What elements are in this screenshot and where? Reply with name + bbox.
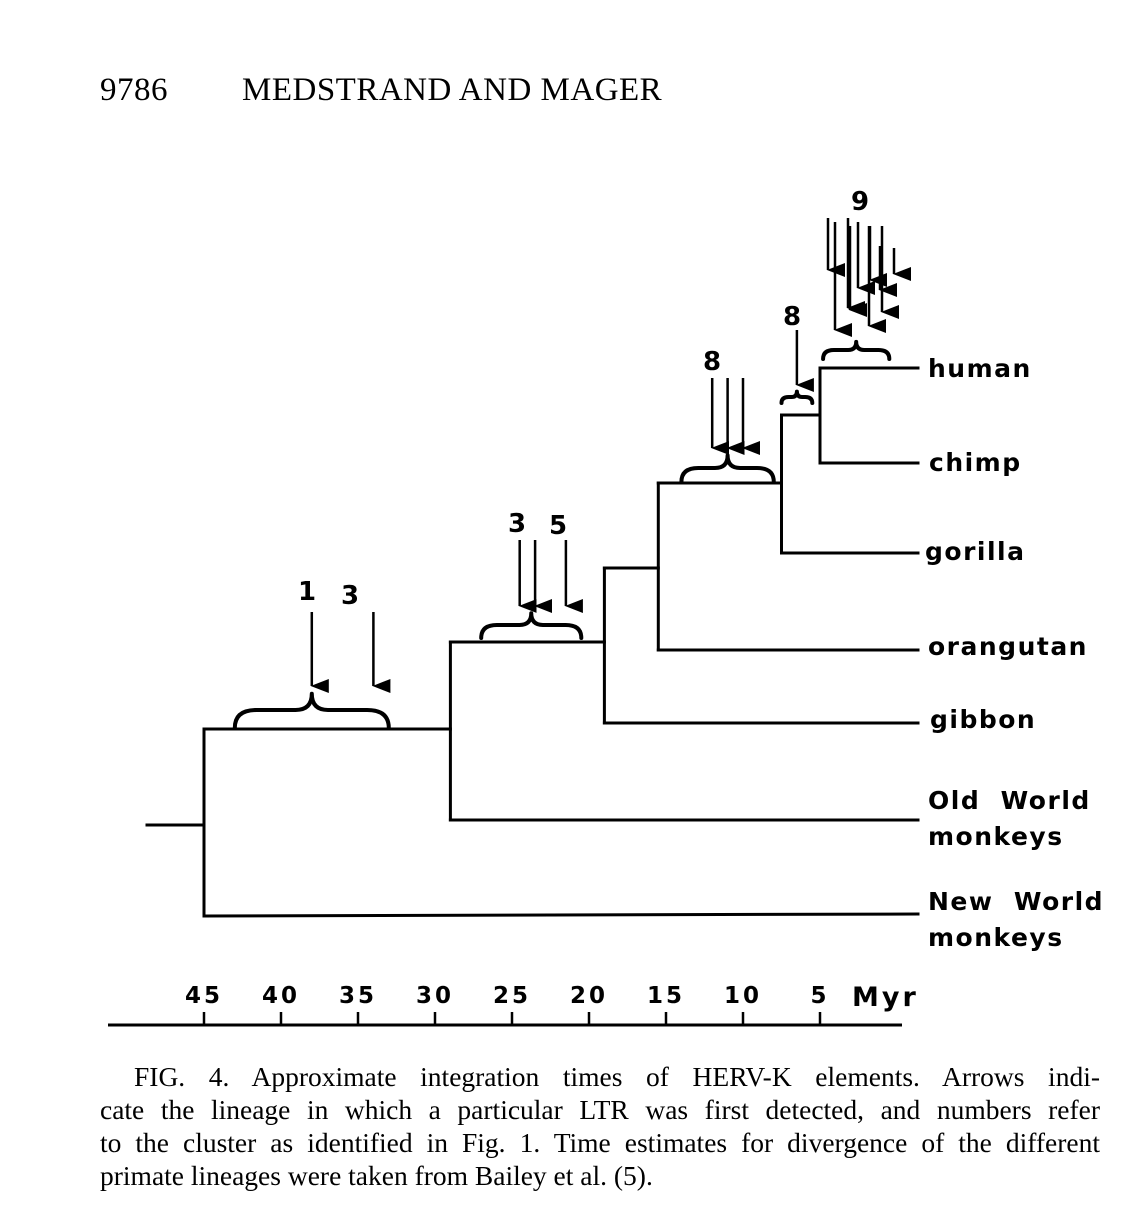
running-head-authors: MEDSTRAND AND MAGER	[242, 72, 663, 108]
cluster-number: 8	[783, 302, 801, 332]
lineage-label: orangutan	[928, 632, 1088, 661]
lineage-label: human	[928, 354, 1032, 383]
caption-line: cate the lineage in which a particular L…	[100, 1094, 1100, 1125]
integration-brace	[779, 389, 815, 405]
label-line: monkeys	[928, 923, 1064, 952]
page-number: 9786	[100, 72, 168, 108]
branch-new-world-monkeys	[202, 912, 920, 918]
cluster-number: 5	[549, 511, 567, 541]
lineage-label: chimp	[929, 448, 1022, 477]
integration-braces	[232, 339, 892, 730]
label-line: Old World	[928, 786, 1091, 815]
cluster-number: 1	[298, 577, 316, 607]
cluster-number: 8	[703, 347, 721, 377]
phylogenetic-tree-figure: human chimp gorilla orangutan gibbon Old Worl…	[108, 187, 1104, 1027]
axis-tick-label: 20	[570, 983, 608, 1009]
axis-unit-label: Myr	[852, 982, 919, 1013]
integration-arrows	[310, 218, 911, 693]
axis-tick-label: 45	[185, 983, 223, 1009]
time-axis: 45 40 35 30 25 20 15 10 5 Myr	[108, 982, 919, 1027]
caption-line: primate lineages were taken from Bailey …	[100, 1160, 653, 1191]
page-header: 9786 MEDSTRAND AND MAGER	[100, 72, 662, 109]
lineage-label: New World monkeys	[928, 887, 1104, 952]
tree-branches	[145, 366, 920, 918]
lineage-label: gibbon	[930, 705, 1036, 734]
axis-tick-label: 15	[647, 983, 685, 1009]
integration-brace	[679, 453, 776, 484]
lineage-label: Old World monkeys	[928, 786, 1091, 851]
axis-tick-label: 5	[810, 983, 829, 1009]
caption-line: FIG. 4. Approximate integration times of…	[134, 1061, 1100, 1092]
figure-caption: FIG. 4. Approximate integration times of…	[100, 1060, 1100, 1192]
integration-brace	[479, 611, 584, 640]
cluster-number: 3	[508, 509, 526, 539]
axis-tick-label: 35	[339, 983, 377, 1009]
cluster-number: 3	[341, 581, 359, 611]
integration-brace	[821, 339, 892, 361]
axis-tick-label: 10	[724, 983, 762, 1009]
label-line: New World	[928, 887, 1104, 916]
lineage-label: gorilla	[925, 537, 1025, 566]
integration-brace	[232, 691, 391, 730]
lineage-labels: human chimp gorilla orangutan gibbon Old Worl…	[925, 354, 1104, 952]
axis-tick-label: 25	[493, 983, 531, 1009]
cluster-number: 9	[851, 187, 869, 217]
axis-tick-label: 40	[262, 983, 300, 1009]
caption-line: to the cluster as identified in Fig. 1. …	[100, 1127, 1100, 1158]
label-line: monkeys	[928, 822, 1064, 851]
axis-tick-label: 30	[416, 983, 454, 1009]
